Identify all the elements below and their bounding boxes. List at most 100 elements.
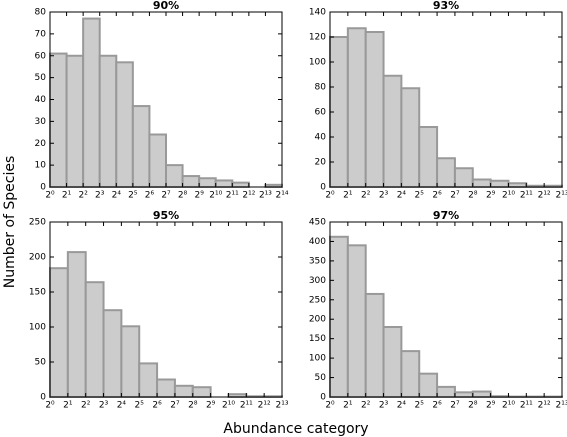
- bar: [346, 27, 367, 188]
- x-tick-label: 2¹²: [538, 191, 551, 201]
- y-tick-label: 80: [35, 8, 47, 18]
- x-tick-label: 2⁴: [397, 191, 407, 201]
- bar: [120, 325, 141, 398]
- bar: [165, 164, 184, 188]
- bar: [400, 87, 421, 188]
- bar: [115, 61, 134, 188]
- x-tick-label: 2¹¹: [240, 401, 253, 411]
- x-tick-label: 2²: [361, 191, 371, 201]
- x-tick-label: 2³: [95, 191, 105, 201]
- y-tick-label: 250: [29, 218, 46, 228]
- bar: [364, 31, 385, 188]
- bar: [489, 179, 510, 188]
- x-tick-label: 2¹: [343, 401, 353, 411]
- bar: [382, 74, 403, 188]
- bar: [453, 391, 474, 399]
- x-tick-label: 2¹²: [538, 401, 551, 411]
- y-tick-label: 80: [315, 83, 327, 93]
- x-tick-label: 2⁹: [194, 191, 204, 201]
- x-tick-label: 2¹⁰: [502, 401, 515, 411]
- x-tick-label: 2⁶: [152, 401, 162, 411]
- bar: [156, 378, 176, 398]
- y-tick-label: 400: [309, 237, 326, 247]
- x-tick-label: 2¹³: [276, 401, 289, 411]
- y-tick-label: 30: [35, 117, 47, 127]
- bar: [382, 326, 403, 398]
- x-tick-label: 2⁸: [178, 191, 188, 201]
- bar: [49, 267, 69, 399]
- bar: [173, 384, 194, 398]
- x-tick-label: 2²: [78, 191, 88, 201]
- bar: [436, 157, 456, 188]
- x-tick-label: 2¹³: [556, 191, 567, 201]
- y-tick-label: 100: [309, 58, 326, 68]
- y-tick-label: 0: [40, 183, 46, 193]
- bar: [507, 182, 528, 188]
- x-tick-label: 2¹¹: [520, 191, 533, 201]
- y-tick-label: 150: [29, 288, 46, 298]
- x-tick-label: 2⁵: [415, 401, 425, 411]
- plot-frame: [329, 11, 563, 188]
- subplot-title: 97%: [433, 209, 459, 222]
- y-tick-label: 150: [309, 334, 326, 344]
- x-tick-label: 2⁷: [170, 401, 180, 411]
- bar: [66, 251, 87, 398]
- x-tick-label: 2⁸: [468, 401, 478, 411]
- x-tick-label: 2³: [99, 401, 109, 411]
- x-tick-label: 2¹³: [259, 191, 272, 201]
- bar: [148, 133, 168, 188]
- y-tick-label: 50: [315, 373, 327, 383]
- bar: [82, 17, 101, 188]
- x-tick-label: 2⁶: [145, 191, 155, 201]
- bar: [453, 167, 474, 188]
- bar: [49, 52, 68, 188]
- x-tick-label: 2¹: [63, 401, 73, 411]
- x-tick-label: 2⁷: [161, 191, 171, 201]
- bar: [471, 390, 492, 398]
- y-tick-label: 0: [320, 393, 326, 403]
- x-tick-label: 2⁸: [188, 401, 198, 411]
- x-tick-label: 2⁹: [486, 401, 496, 411]
- subplot: 0 20 40 60 80 100 120 140 2⁰ 2¹ 2² 2³ 2⁴ 2⁵ 2⁶ 2⁷ 2⁸ 2⁹ 2¹…: [309, 0, 567, 201]
- x-tick-label: 2¹⁴: [276, 191, 289, 201]
- x-tick-label: 2⁹: [486, 191, 496, 201]
- x-tick-label: 2¹¹: [520, 401, 533, 411]
- x-tick-label: 2²: [361, 401, 371, 411]
- bar: [65, 54, 85, 188]
- x-tick-label: 2¹³: [556, 401, 567, 411]
- x-tick-label: 2⁰: [45, 401, 55, 411]
- y-tick-label: 100: [309, 354, 326, 364]
- x-tick-label: 2⁸: [468, 191, 478, 201]
- bar: [214, 179, 234, 188]
- y-tick-label: 40: [315, 133, 327, 143]
- x-tick-label: 2³: [379, 191, 389, 201]
- bar: [418, 372, 439, 398]
- y-tick-label: 10: [35, 161, 47, 171]
- subplot: 0 10 20 30 40 50 60 70 80 2⁰ 2¹ 2² 2³ 2⁴ 2⁵ 2⁶ 2⁷ 2⁸ 2⁹ 2¹⁰…: [35, 0, 289, 201]
- y-tick-label: 200: [309, 315, 326, 325]
- bar: [364, 292, 385, 399]
- subplot-title: 93%: [433, 0, 459, 12]
- x-tick-label: 2⁷: [450, 191, 460, 201]
- bar: [418, 126, 439, 188]
- y-tick-label: 0: [320, 183, 326, 193]
- x-tick-label: 2⁷: [450, 401, 460, 411]
- bar: [400, 350, 421, 399]
- x-tick-label: 2⁴: [112, 191, 122, 201]
- x-tick-label: 2¹⁰: [222, 401, 235, 411]
- bar: [231, 181, 250, 188]
- bar: [84, 281, 105, 399]
- y-tick-label: 70: [35, 29, 47, 39]
- y-tick-label: 140: [309, 8, 326, 18]
- x-tick-label: 2⁹: [206, 401, 216, 411]
- x-tick-label: 2⁶: [432, 401, 442, 411]
- subplot: 0 50 100 150 200 250 300 350 400 450 2⁰ 2¹ 2² 2³ 2⁴ 2⁵ 2…: [309, 209, 567, 411]
- y-tick-label: 100: [29, 323, 46, 333]
- y-tick-label: 50: [35, 358, 47, 368]
- x-tick-label: 2¹¹: [226, 191, 239, 201]
- y-axis-label: Number of Species: [2, 156, 18, 289]
- y-tick-label: 120: [309, 33, 326, 43]
- x-tick-label: 2¹⁰: [209, 191, 222, 201]
- subplot-title: 95%: [153, 209, 179, 222]
